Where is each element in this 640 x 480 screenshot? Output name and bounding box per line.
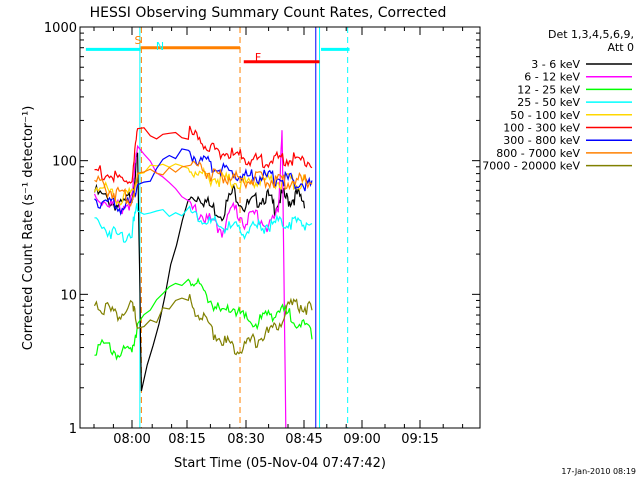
timestamp: 17-Jan-2010 08:19 xyxy=(561,467,636,476)
flag-label: S xyxy=(135,34,142,47)
legend-label: 12 - 25 keV xyxy=(517,83,580,96)
y-tick-label: 100 xyxy=(52,155,77,170)
legend-label: 300 - 800 keV xyxy=(503,134,580,147)
legend: Det 1,3,4,5,6,9, Att 0 xyxy=(548,28,634,54)
series-line xyxy=(94,277,313,361)
series-line xyxy=(93,294,313,356)
legend-label: 50 - 100 keV xyxy=(510,109,580,122)
flag-label: F xyxy=(255,51,261,64)
x-axis-label: Start Time (05-Nov-04 07:47:42) xyxy=(174,456,386,471)
legend-subtitle: Att 0 xyxy=(608,41,634,54)
x-tick-label: 08:15 xyxy=(168,432,205,447)
series-line xyxy=(93,130,287,429)
series-line xyxy=(94,203,313,243)
y-tick-label: 10 xyxy=(60,288,77,303)
series-line xyxy=(94,160,313,207)
legend-label: 25 - 50 keV xyxy=(517,96,580,109)
legend-label: 3 - 6 keV xyxy=(531,58,580,71)
y-axis-label: Corrected Count Rate (s⁻¹ detector⁻¹) xyxy=(21,106,36,351)
x-tick-label: 08:45 xyxy=(285,432,322,447)
axes-frame xyxy=(79,26,481,429)
legend-label: 6 - 12 keV xyxy=(524,71,580,84)
y-tick-label: 1 xyxy=(69,422,77,437)
x-tick-label: 08:30 xyxy=(227,432,264,447)
x-tick-label: 08:00 xyxy=(113,432,150,447)
y-tick-label: 1000 xyxy=(44,21,77,36)
series-line xyxy=(94,125,313,185)
legend-label: 800 - 7000 keV xyxy=(496,147,580,160)
legend-label: 7000 - 20000 keV xyxy=(482,160,580,173)
chart-title: HESSI Observing Summary Count Rates, Cor… xyxy=(90,5,447,21)
legend-title: Det 1,3,4,5,6,9, xyxy=(548,28,634,41)
legend-label: 100 - 300 keV xyxy=(503,122,580,135)
series-line xyxy=(94,148,313,216)
series-line xyxy=(93,152,306,392)
x-tick-label: 09:00 xyxy=(343,432,380,447)
plot-area: 1 10 100 1000 08:00 08:15 08:30 08:45 09:00 09:15… xyxy=(44,21,481,447)
flag-label: N xyxy=(156,40,164,53)
x-tick-label: 09:15 xyxy=(401,432,438,447)
